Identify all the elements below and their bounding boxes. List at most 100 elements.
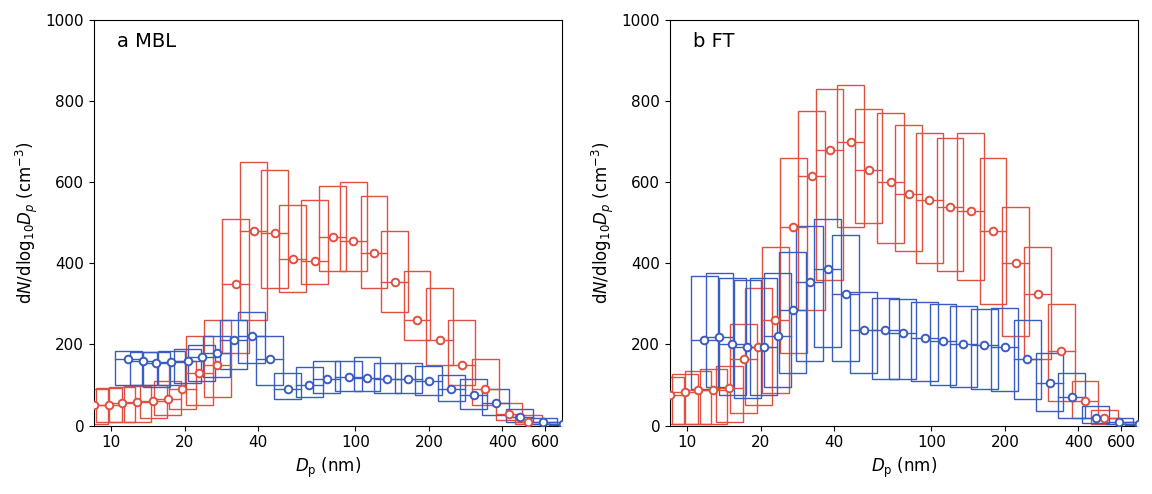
- Bar: [130, 352, 157, 385]
- Bar: [971, 309, 998, 389]
- Bar: [1014, 320, 1040, 399]
- Bar: [730, 324, 757, 413]
- Bar: [154, 381, 181, 415]
- Text: b FT: b FT: [694, 32, 735, 51]
- Bar: [319, 186, 347, 271]
- Bar: [438, 375, 464, 401]
- Bar: [204, 320, 230, 397]
- Bar: [1024, 247, 1051, 359]
- Bar: [798, 111, 825, 310]
- Bar: [796, 226, 823, 361]
- Bar: [895, 125, 923, 251]
- Bar: [745, 288, 772, 406]
- Bar: [761, 247, 789, 393]
- Y-axis label: d$N$/dlog$_{10}$$D_p$ (cm$^{-3}$): d$N$/dlog$_{10}$$D_p$ (cm$^{-3}$): [14, 141, 40, 304]
- Bar: [979, 158, 1007, 304]
- Bar: [706, 274, 733, 387]
- Bar: [850, 292, 878, 373]
- Bar: [515, 415, 541, 424]
- Bar: [911, 302, 938, 381]
- Bar: [158, 351, 184, 385]
- Bar: [1059, 373, 1085, 417]
- Bar: [296, 367, 323, 397]
- Bar: [461, 379, 487, 410]
- Bar: [916, 133, 942, 263]
- Bar: [699, 369, 727, 423]
- Bar: [448, 320, 475, 385]
- Bar: [817, 89, 843, 280]
- Bar: [1082, 406, 1109, 423]
- Bar: [506, 410, 533, 421]
- Bar: [185, 336, 213, 406]
- X-axis label: $D_\mathrm{p}$ (nm): $D_\mathrm{p}$ (nm): [295, 456, 361, 480]
- Bar: [222, 219, 249, 353]
- Bar: [96, 388, 122, 422]
- Bar: [108, 387, 136, 421]
- Bar: [1048, 304, 1075, 401]
- Bar: [340, 182, 366, 271]
- Text: a MBL: a MBL: [118, 32, 176, 51]
- Bar: [957, 133, 984, 280]
- Bar: [374, 363, 401, 393]
- Bar: [189, 345, 215, 381]
- Bar: [241, 162, 267, 320]
- Bar: [416, 366, 442, 395]
- Bar: [81, 389, 107, 423]
- Bar: [301, 201, 328, 284]
- Bar: [257, 336, 283, 385]
- Bar: [872, 298, 899, 379]
- Bar: [937, 137, 963, 271]
- Bar: [684, 371, 712, 423]
- Y-axis label: d$N$/dlog$_{10}$$D_p$ (cm$^{-3}$): d$N$/dlog$_{10}$$D_p$ (cm$^{-3}$): [590, 141, 616, 304]
- Bar: [426, 288, 453, 365]
- Bar: [838, 85, 864, 227]
- Bar: [719, 278, 745, 395]
- Bar: [279, 205, 306, 292]
- Bar: [395, 363, 422, 393]
- Bar: [779, 252, 806, 373]
- Bar: [495, 403, 523, 419]
- Bar: [472, 359, 499, 406]
- Bar: [141, 385, 167, 417]
- Bar: [992, 308, 1018, 391]
- Bar: [1002, 206, 1029, 336]
- X-axis label: $D_\mathrm{p}$ (nm): $D_\mathrm{p}$ (nm): [871, 456, 937, 480]
- Bar: [1106, 418, 1132, 424]
- Bar: [483, 389, 509, 415]
- Bar: [717, 366, 743, 421]
- Bar: [220, 320, 247, 369]
- Bar: [550, 422, 576, 425]
- Bar: [335, 361, 362, 391]
- Bar: [262, 170, 288, 288]
- Bar: [381, 231, 408, 312]
- Bar: [403, 271, 431, 340]
- Bar: [930, 304, 956, 385]
- Bar: [174, 349, 202, 383]
- Bar: [877, 113, 904, 243]
- Bar: [1071, 381, 1099, 418]
- Bar: [115, 351, 142, 385]
- Bar: [855, 109, 882, 223]
- Bar: [833, 235, 859, 361]
- Bar: [238, 312, 265, 363]
- Bar: [765, 274, 791, 387]
- Bar: [313, 361, 340, 393]
- Bar: [691, 276, 718, 389]
- Bar: [169, 361, 196, 410]
- Bar: [950, 306, 977, 387]
- Bar: [354, 358, 380, 391]
- Bar: [734, 281, 760, 398]
- Bar: [780, 158, 806, 353]
- Bar: [750, 278, 778, 395]
- Bar: [672, 373, 698, 423]
- Bar: [1091, 410, 1117, 423]
- Bar: [203, 336, 230, 377]
- Bar: [889, 299, 916, 379]
- Bar: [361, 197, 387, 288]
- Bar: [657, 377, 683, 423]
- Bar: [814, 219, 841, 346]
- Bar: [143, 352, 169, 387]
- Bar: [123, 386, 151, 421]
- Bar: [1037, 353, 1063, 412]
- Bar: [1126, 422, 1152, 425]
